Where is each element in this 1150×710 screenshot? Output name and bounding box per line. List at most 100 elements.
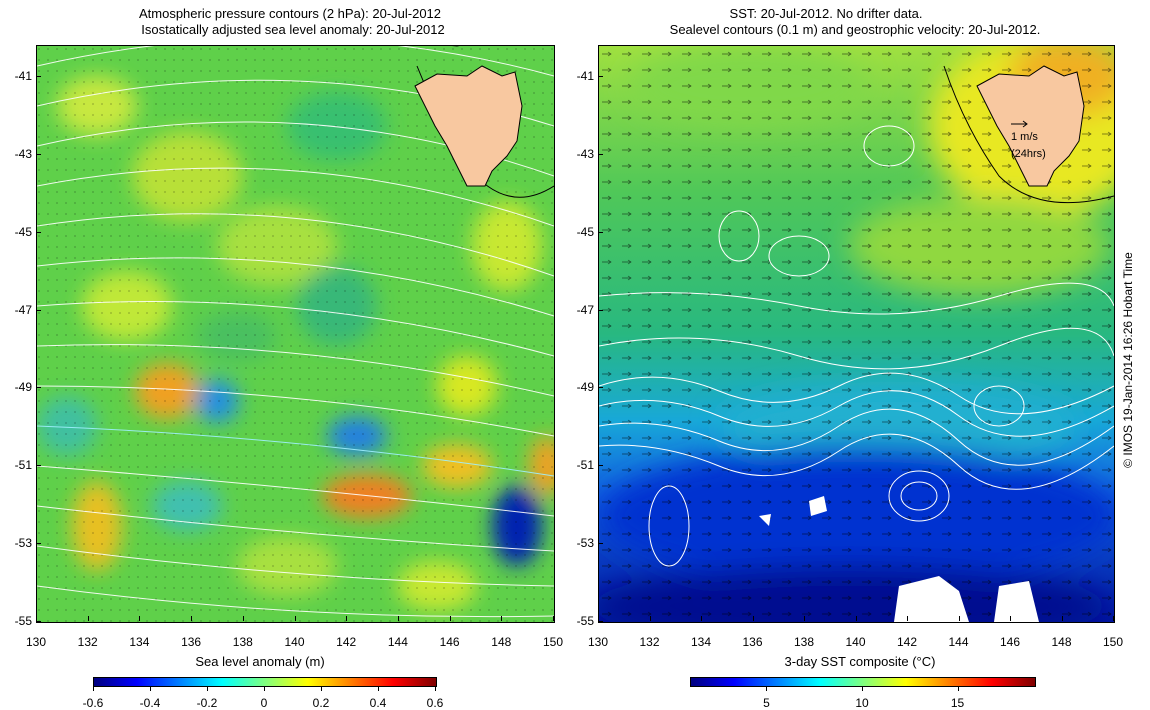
right-lat-tick-mark bbox=[598, 231, 603, 233]
left-lon-tick-mark bbox=[449, 616, 451, 621]
right-lon-tick-label: 148 bbox=[1051, 635, 1072, 649]
right-lon-tick-mark bbox=[649, 616, 651, 621]
left-lon-tick-label: 144 bbox=[387, 635, 408, 649]
right-lat-tick-mark bbox=[598, 465, 603, 467]
sla-colorbar-tick-mark bbox=[321, 687, 322, 691]
right-lon-tick-mark bbox=[804, 616, 805, 621]
sla-colorbar-tick-mark bbox=[150, 687, 151, 691]
right-lon-tick-mark bbox=[1113, 616, 1114, 621]
velocity-scale-arrow bbox=[1011, 120, 1028, 128]
sealevel-contours bbox=[599, 125, 1114, 567]
right-lon-tick-label: 150 bbox=[1102, 635, 1124, 649]
left-lon-tick-label: 150 bbox=[542, 635, 564, 649]
left-title-line1: Atmospheric pressure contours (2 hPa): 2… bbox=[138, 6, 442, 21]
right-lon-tick-label: 140 bbox=[845, 635, 866, 649]
sla-colorbar bbox=[93, 677, 437, 687]
left-lat-tick-label: -47 bbox=[14, 302, 32, 317]
left-lon-tick-mark bbox=[87, 616, 89, 621]
left-lat-tick-label: -51 bbox=[14, 458, 32, 473]
left-lon-tick-label: 132 bbox=[77, 635, 98, 649]
right-lon-tick-label: 134 bbox=[690, 635, 712, 649]
right-lat-tick-label: -45 bbox=[576, 224, 594, 239]
right-lat-tick-mark bbox=[598, 387, 603, 389]
right-lon-tick-mark bbox=[701, 616, 702, 621]
sla-colorbar-tick-label: -0.6 bbox=[82, 696, 104, 710]
right-lon-tick-mark bbox=[598, 616, 599, 621]
right-title-line2: Sealevel contours (0.1 m) and geostrophi… bbox=[669, 22, 1041, 37]
left-lon-tick-label: 134 bbox=[129, 635, 150, 649]
velocity-legend-line2: (24hrs) bbox=[1011, 148, 1046, 160]
right-lon-tick-label: 132 bbox=[639, 635, 660, 649]
left-lon-tick-label: 130 bbox=[25, 635, 47, 649]
tasmania-land bbox=[414, 65, 523, 187]
right-lon-tick-mark bbox=[907, 616, 908, 621]
sla-colorbar-tick-label: -0.2 bbox=[196, 696, 218, 710]
left-lon-tick-mark bbox=[501, 616, 503, 621]
missing-data-patches bbox=[759, 496, 1039, 622]
sst-colorbar-tick-mark bbox=[766, 687, 768, 691]
sst-colorbar-tick-label: 15 bbox=[950, 696, 965, 710]
right-lon-tick-label: 146 bbox=[999, 635, 1021, 649]
left-lon-tick-mark bbox=[139, 616, 141, 621]
left-lon-tick-mark bbox=[242, 616, 244, 621]
left-lon-tick-label: 148 bbox=[491, 635, 512, 649]
sst-colorbar-tick-mark bbox=[957, 687, 959, 691]
right-lat-tick-label: -41 bbox=[576, 69, 594, 84]
left-lon-tick-label: 138 bbox=[232, 635, 253, 649]
left-lon-tick-mark bbox=[553, 616, 554, 621]
sst-map: 1 m/s (24hrs) bbox=[598, 45, 1115, 623]
sea-level-anomaly-map bbox=[36, 45, 555, 623]
right-lat-tick-label: -47 bbox=[576, 302, 594, 317]
left-lon-tick-mark bbox=[36, 616, 37, 621]
sst-colorbar bbox=[690, 677, 1036, 687]
imos-credit: © IMOS 19-Jan-2014 16:26 Hobart Time bbox=[1121, 252, 1135, 468]
left-lon-tick-label: 142 bbox=[336, 635, 357, 649]
right-title-line1: SST: 20-Jul-2012. No drifter data. bbox=[729, 6, 923, 21]
left-lat-tick-label: -45 bbox=[14, 224, 32, 239]
sla-colorbar-tick-mark bbox=[264, 687, 265, 691]
left-lat-tick-mark bbox=[36, 231, 41, 233]
tasmania-land-sst bbox=[976, 65, 1085, 187]
sst-map-svg: 1 m/s (24hrs) bbox=[599, 46, 1114, 622]
right-lat-tick-label: -51 bbox=[576, 458, 594, 473]
left-lat-tick-label: -41 bbox=[14, 69, 32, 84]
left-lat-tick-mark bbox=[36, 76, 41, 78]
sla-colorbar-tick-label: -0.4 bbox=[139, 696, 161, 710]
sla-colorbar-tick-mark bbox=[435, 687, 436, 691]
left-lat-tick-mark bbox=[36, 153, 41, 155]
left-title-line2: Isostatically adjusted sea level anomaly… bbox=[141, 22, 445, 37]
right-lon-tick-mark bbox=[958, 616, 960, 621]
sst-colorbar-tick-mark bbox=[862, 687, 863, 691]
left-lat-tick-mark bbox=[36, 543, 41, 545]
right-lat-tick-mark bbox=[598, 621, 603, 622]
left-lat-tick-label: -53 bbox=[14, 536, 32, 551]
left-lon-tick-mark bbox=[397, 616, 399, 621]
left-lon-tick-label: 146 bbox=[439, 635, 460, 649]
sst-depth-contour bbox=[943, 65, 1114, 204]
right-lat-tick-mark bbox=[598, 153, 603, 155]
right-lat-tick-label: -55 bbox=[576, 614, 594, 628]
sla-colorbar-tick-label: 0 bbox=[260, 696, 268, 710]
sst-colorbar-tick-label: 5 bbox=[763, 696, 770, 710]
sla-colorbar-tick-mark bbox=[207, 687, 208, 691]
left-lon-tick-mark bbox=[191, 616, 193, 621]
right-lat-tick-label: -49 bbox=[576, 380, 594, 395]
right-lon-tick-label: 130 bbox=[587, 635, 609, 649]
sla-colorbar-tick-label: 0.2 bbox=[312, 696, 330, 710]
right-lon-tick-label: 136 bbox=[742, 635, 763, 649]
right-axis-title: 3-day SST composite (°C) bbox=[784, 654, 936, 669]
left-lat-tick-label: -49 bbox=[14, 380, 32, 395]
velocity-legend-line1: 1 m/s bbox=[1011, 131, 1038, 143]
right-lon-tick-label: 142 bbox=[896, 635, 918, 649]
sla-colorbar-tick-mark bbox=[93, 687, 94, 691]
left-lat-tick-label: -55 bbox=[14, 614, 32, 628]
left-lon-tick-mark bbox=[294, 616, 296, 621]
left-lat-tick-mark bbox=[36, 309, 41, 311]
sla-colorbar-tick-label: 0.4 bbox=[369, 696, 387, 710]
right-lon-tick-label: 138 bbox=[793, 635, 815, 649]
left-axis-title: Sea level anomaly (m) bbox=[195, 654, 325, 669]
sla-map-svg bbox=[37, 46, 554, 622]
right-lon-tick-mark bbox=[1061, 616, 1063, 621]
right-lon-tick-mark bbox=[1010, 616, 1011, 621]
sla-colorbar-tick-label: 0.6 bbox=[426, 696, 444, 710]
